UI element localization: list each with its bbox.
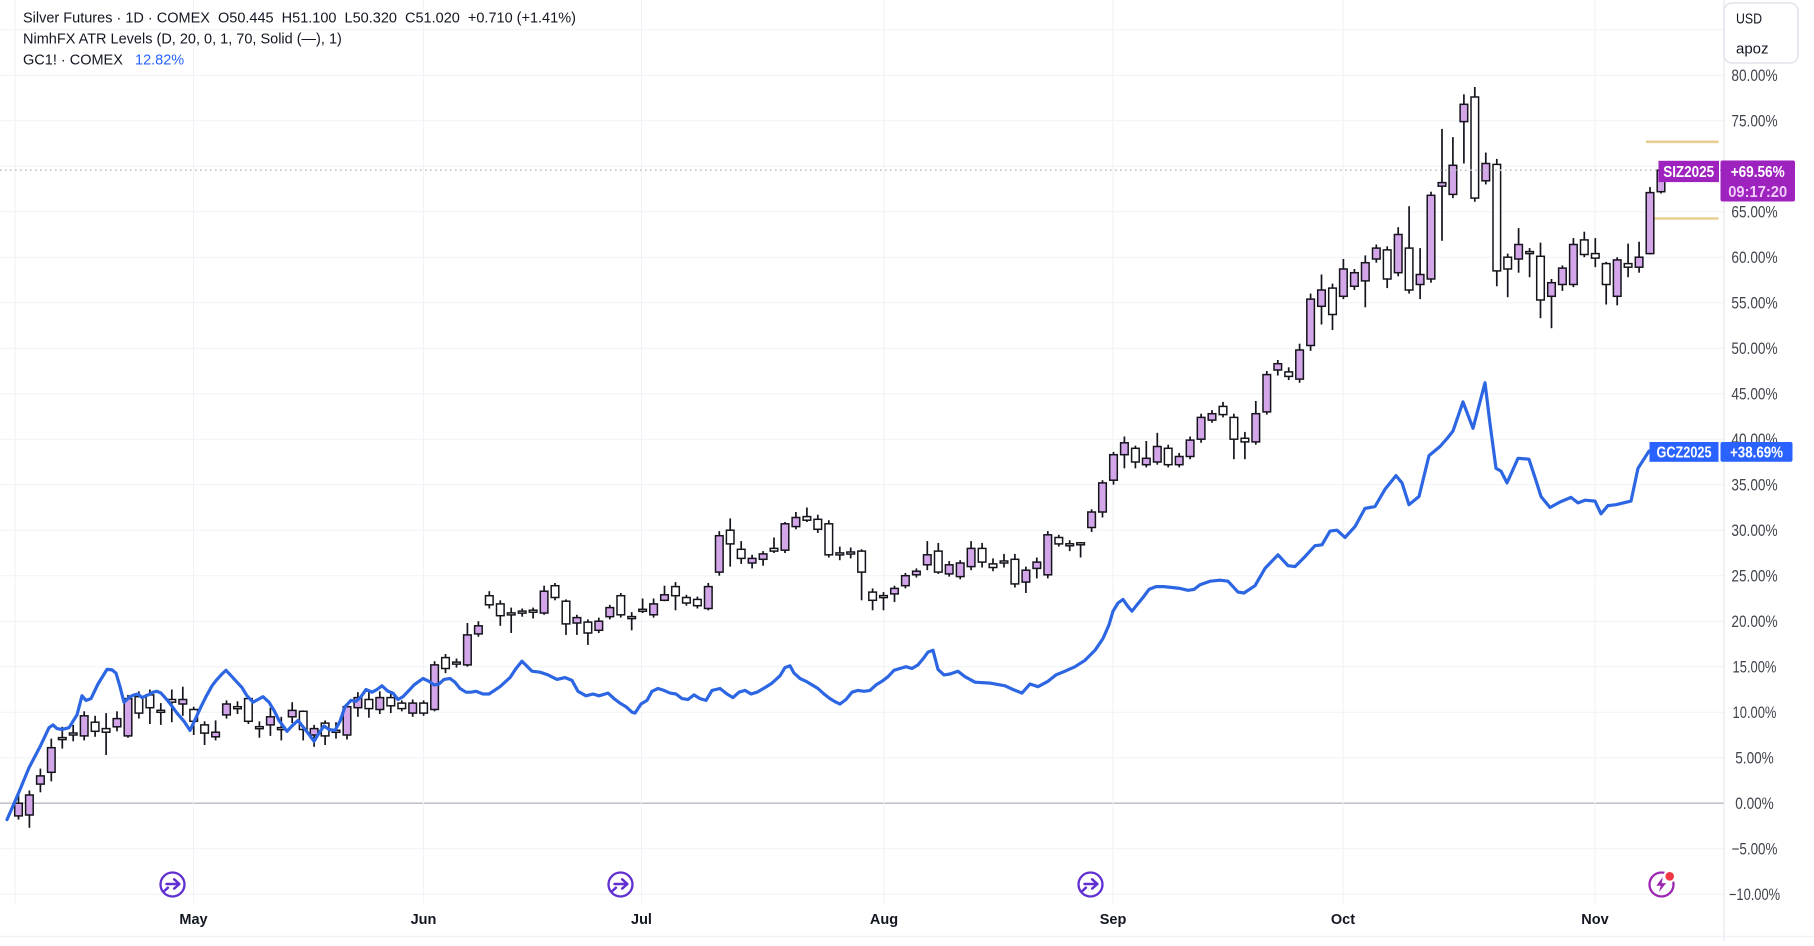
svg-text:Oct: Oct [1331,912,1355,928]
svg-text:5.00%: 5.00% [1735,750,1774,768]
svg-text:−5.00%: −5.00% [1732,841,1778,859]
svg-text:−10.00%: −10.00% [1729,886,1780,904]
svg-text:35.00%: 35.00% [1731,477,1777,495]
svg-text:SIZ2025: SIZ2025 [1663,164,1714,181]
svg-text:Aug: Aug [870,912,898,928]
svg-text:10.00%: 10.00% [1733,704,1777,722]
svg-text:30.00%: 30.00% [1731,522,1777,540]
svg-text:NimhFX ATR Levels (D, 20, 0, 1: NimhFX ATR Levels (D, 20, 0, 1, 70, Soli… [23,32,342,48]
svg-text:+69.56%: +69.56% [1731,164,1785,181]
svg-text:50.00%: 50.00% [1731,340,1777,358]
svg-text:Nov: Nov [1581,912,1608,928]
svg-text:20.00%: 20.00% [1731,613,1777,631]
svg-text:45.00%: 45.00% [1731,386,1777,404]
svg-text:09:17:20: 09:17:20 [1728,184,1787,201]
svg-text:Jun: Jun [411,912,437,928]
svg-text:60.00%: 60.00% [1731,249,1777,267]
svg-text:55.00%: 55.00% [1731,295,1777,313]
svg-text:USD: USD [1736,11,1762,28]
svg-text:Silver Futures · 1D · COMEX O: Silver Futures · 1D · COMEX O50.445 H51.… [23,11,576,27]
svg-text:15.00%: 15.00% [1733,659,1777,677]
svg-text:75.00%: 75.00% [1731,113,1777,131]
svg-text:May: May [179,912,207,928]
svg-text:25.00%: 25.00% [1731,568,1777,586]
svg-text:65.00%: 65.00% [1731,204,1777,222]
svg-text:Sep: Sep [1100,912,1127,928]
svg-text:0.00%: 0.00% [1735,795,1774,813]
svg-text:80.00%: 80.00% [1731,67,1777,85]
svg-text:+38.69%: +38.69% [1730,445,1783,462]
svg-text:Jul: Jul [631,912,652,928]
svg-text:apoz: apoz [1736,41,1769,58]
svg-text:GC1! · COMEX 12.82%: GC1! · COMEX 12.82% [23,53,184,69]
svg-text:GCZ2025: GCZ2025 [1657,445,1712,462]
